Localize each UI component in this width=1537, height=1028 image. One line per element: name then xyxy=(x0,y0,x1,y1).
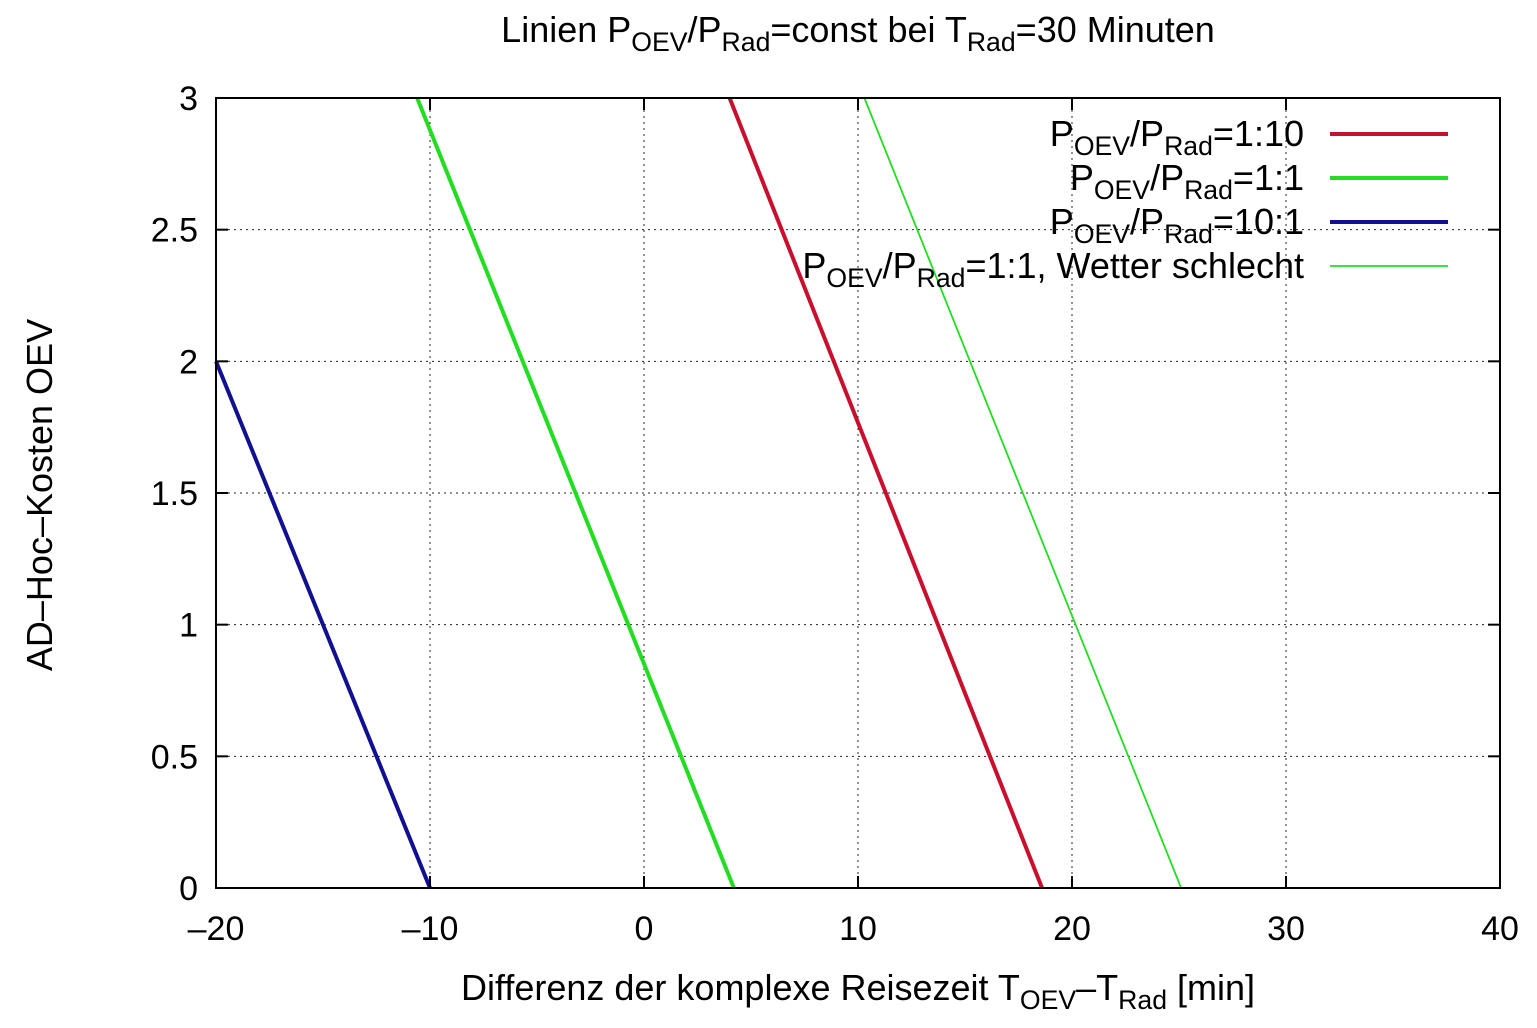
series-line-3 xyxy=(863,97,1182,889)
subscript-text: OEV xyxy=(1020,985,1076,1015)
text-segment: =10:1 xyxy=(1213,201,1304,242)
text-segment: [min] xyxy=(1167,967,1255,1008)
y-tick-labels: 0 0.5 1 1.5 2 2.5 3 xyxy=(151,80,198,908)
subscript-text: OEV xyxy=(1074,219,1130,249)
subscript-text: OEV xyxy=(631,27,687,57)
text-segment: P xyxy=(802,245,826,286)
series-line-1 xyxy=(415,97,736,889)
series-line-0 xyxy=(727,97,1044,889)
text-segment: =1:1, Wetter schlecht xyxy=(965,245,1304,286)
text-segment: /P xyxy=(883,245,917,286)
text-segment: P xyxy=(1050,201,1074,242)
subscript-text: Rad xyxy=(967,27,1016,57)
subscript-text: Rad xyxy=(1164,219,1213,249)
text-segment: P xyxy=(1070,157,1094,198)
x-tick-label: 10 xyxy=(839,910,877,948)
text-segment: P xyxy=(1050,113,1074,154)
x-tick-label: 30 xyxy=(1267,910,1305,948)
subscript-text: Rad xyxy=(722,27,771,57)
text-segment: =1:1 xyxy=(1233,157,1304,198)
y-axis-title: AD–Hoc–Kosten OEV xyxy=(19,319,60,671)
x-tick-label: 40 xyxy=(1481,910,1519,948)
text-segment: /P xyxy=(1130,113,1164,154)
subscript-text: OEV xyxy=(826,263,882,293)
x-tick-label: –10 xyxy=(402,910,459,948)
series-line-2 xyxy=(214,360,432,889)
y-tick-label: 1.5 xyxy=(151,475,198,513)
grid xyxy=(216,98,1500,888)
legend-label-1: POEV/PRad=1:1 xyxy=(1070,157,1304,205)
subscript-text: Rad xyxy=(1184,175,1233,205)
y-tick-label: 2 xyxy=(179,343,198,381)
legend-label-2: POEV/PRad=10:1 xyxy=(1050,201,1304,249)
legend-label-3: POEV/PRad=1:1, Wetter schlecht xyxy=(802,245,1304,293)
subscript-text: Rad xyxy=(917,263,966,293)
x-tick-label: 0 xyxy=(635,910,654,948)
y-tick-label: 2.5 xyxy=(151,212,198,250)
x-axis-title: Differenz der komplexe Reisezeit TOEV–TR… xyxy=(461,967,1255,1015)
y-tick-label: 0 xyxy=(179,870,198,908)
series-lines xyxy=(214,97,1182,889)
text-segment: /P xyxy=(688,9,722,50)
subscript-text: Rad xyxy=(1118,985,1167,1015)
x-tick-labels: –20 –10 0 10 20 30 40 xyxy=(188,910,1519,948)
y-tick-label: 3 xyxy=(179,80,198,118)
text-segment: =const bei T xyxy=(770,9,966,50)
subscript-text: Rad xyxy=(1164,131,1213,161)
text-segment: /P xyxy=(1150,157,1184,198)
text-segment: Differenz der komplexe Reisezeit T xyxy=(461,967,1020,1008)
text-segment: –T xyxy=(1076,967,1118,1008)
text-segment: Linien P xyxy=(501,9,631,50)
legend: POEV/PRad=1:10POEV/PRad=1:1POEV/PRad=10:… xyxy=(802,113,1448,293)
x-tick-label: –20 xyxy=(188,910,245,948)
legend-label-0: POEV/PRad=1:10 xyxy=(1050,113,1304,161)
text-segment: =1:10 xyxy=(1213,113,1304,154)
subscript-text: OEV xyxy=(1094,175,1150,205)
text-segment: =30 Minuten xyxy=(1016,9,1215,50)
text-segment: /P xyxy=(1130,201,1164,242)
x-tick-label: 20 xyxy=(1053,910,1091,948)
chart-title: Linien POEV/PRad=const bei TRad=30 Minut… xyxy=(501,9,1215,57)
y-tick-label: 0.5 xyxy=(151,738,198,776)
subscript-text: OEV xyxy=(1074,131,1130,161)
axis-ticks xyxy=(215,97,1501,889)
y-tick-label: 1 xyxy=(179,607,198,645)
